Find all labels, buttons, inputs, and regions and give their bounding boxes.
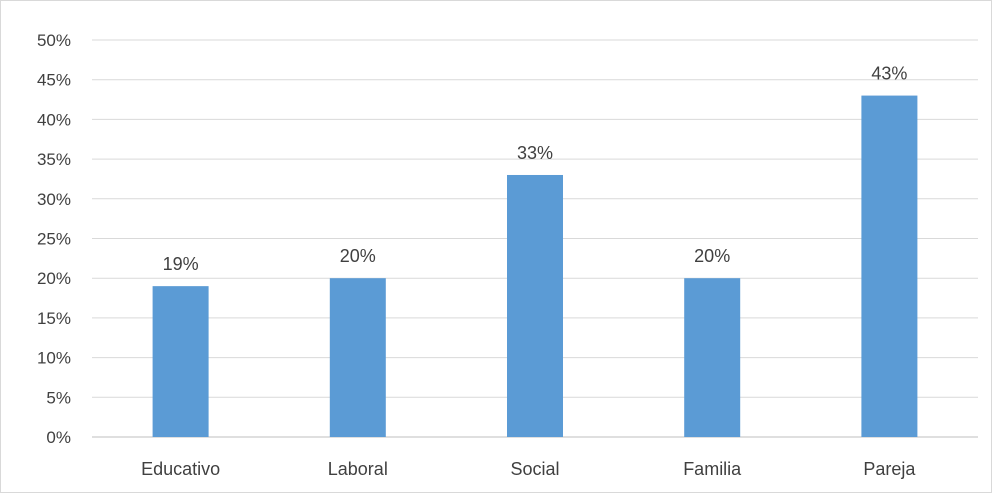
category-label-educativo: Educativo — [141, 459, 220, 479]
category-label-social: Social — [510, 459, 559, 479]
y-tick-label: 15% — [37, 309, 71, 328]
data-label-laboral: 20% — [340, 246, 376, 266]
y-tick-label: 0% — [46, 428, 71, 447]
y-tick-label: 20% — [37, 269, 71, 288]
y-tick-label: 5% — [46, 388, 71, 407]
y-tick-label: 40% — [37, 110, 71, 129]
y-tick-label: 10% — [37, 349, 71, 368]
bar-laboral — [329, 278, 386, 437]
bar-familia — [684, 278, 741, 437]
y-tick-label: 25% — [37, 230, 71, 249]
bar-social — [507, 174, 563, 438]
data-labels: 19% 20% 33% 20% 43% — [163, 64, 908, 275]
y-tick-label: 35% — [37, 150, 71, 169]
data-label-pareja: 43% — [871, 64, 907, 84]
category-label-pareja: Pareja — [863, 459, 916, 479]
data-label-familia: 20% — [694, 246, 730, 266]
data-label-social: 33% — [517, 143, 553, 163]
x-axis-categories: Educativo Laboral Social Familia Pareja — [141, 459, 916, 479]
y-tick-label: 50% — [37, 31, 71, 50]
category-label-laboral: Laboral — [328, 459, 388, 479]
bar-educativo — [152, 286, 209, 437]
y-axis-ticks: 0% 5% 10% 15% 20% 25% 30% 35% 40% 45% 50% — [37, 31, 71, 447]
bar-pareja — [861, 95, 918, 437]
y-tick-label: 45% — [37, 71, 71, 90]
data-label-educativo: 19% — [163, 254, 199, 274]
y-tick-label: 30% — [37, 190, 71, 209]
bars — [152, 95, 918, 438]
category-label-familia: Familia — [683, 459, 742, 479]
